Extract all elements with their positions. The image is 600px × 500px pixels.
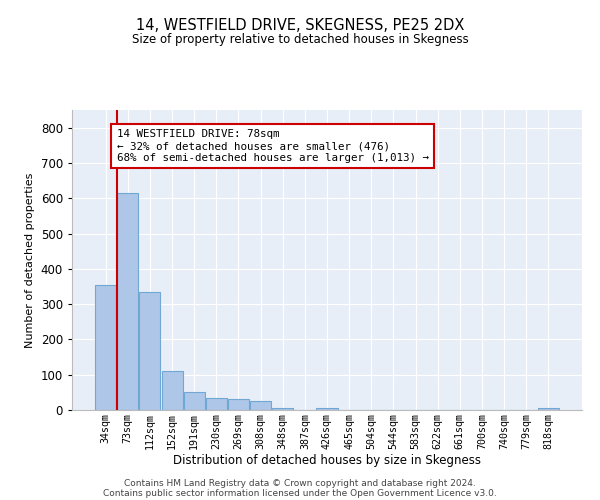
Bar (118, 193, 139, 410)
Text: Contains public sector information licensed under the Open Government Licence v3: Contains public sector information licen… (103, 488, 497, 498)
Bar (184, 392, 205, 410)
Bar (250, 401, 271, 410)
Text: Contains HM Land Registry data © Crown copyright and database right 2024.: Contains HM Land Registry data © Crown c… (124, 478, 476, 488)
Bar (206, 398, 227, 410)
Bar (228, 400, 249, 410)
Bar (538, 408, 559, 410)
Bar (95, 284, 116, 410)
X-axis label: Distribution of detached houses by size in Skegness: Distribution of detached houses by size … (173, 454, 481, 468)
Text: 14 WESTFIELD DRIVE: 78sqm
← 32% of detached houses are smaller (476)
68% of semi: 14 WESTFIELD DRIVE: 78sqm ← 32% of detac… (117, 130, 429, 162)
Bar (161, 371, 182, 410)
Bar (272, 408, 293, 410)
Text: Size of property relative to detached houses in Skegness: Size of property relative to detached ho… (131, 32, 469, 46)
Bar (316, 408, 338, 410)
Bar (139, 292, 160, 410)
Y-axis label: Number of detached properties: Number of detached properties (25, 172, 35, 348)
Text: 14, WESTFIELD DRIVE, SKEGNESS, PE25 2DX: 14, WESTFIELD DRIVE, SKEGNESS, PE25 2DX (136, 18, 464, 32)
